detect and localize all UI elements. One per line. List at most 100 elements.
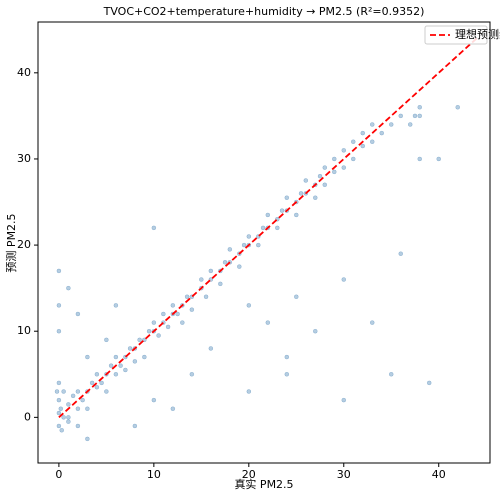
scatter-point (208, 268, 214, 274)
scatter-point (156, 333, 161, 338)
scatter-point (180, 320, 185, 325)
legend-box (424, 25, 488, 45)
scatter-point (56, 303, 62, 308)
scatter-point (94, 372, 100, 377)
y-axis-label: 预测 PM2.5 (5, 213, 18, 272)
scatter-point (341, 148, 347, 153)
scatter-point (85, 406, 90, 411)
y-tick-label: 0 (24, 410, 31, 423)
scatter-point (113, 372, 119, 377)
scatter-point (246, 389, 252, 394)
scatter-point (246, 303, 252, 308)
scatter-point (412, 113, 418, 119)
y-tick-label: 30 (17, 152, 31, 165)
x-axis-label: 真实 PM2.5 (234, 477, 293, 491)
scatter-point (313, 195, 318, 200)
scatter-point (104, 389, 109, 394)
scatter-point (161, 311, 166, 317)
scatter-point (151, 225, 157, 231)
scatter-point (75, 406, 81, 411)
scatter-point (56, 410, 62, 416)
scatter-point (218, 281, 223, 287)
scatter-point (417, 156, 422, 162)
scatter-point (56, 423, 62, 429)
scatter-point (388, 122, 394, 127)
scatter-point (417, 113, 422, 119)
x-tick-label: 0 (55, 468, 62, 481)
scatter-point (56, 268, 62, 274)
x-tick-label: 30 (337, 468, 351, 481)
scatter-point (332, 169, 337, 175)
scatter-point (317, 173, 323, 179)
scatter-point (127, 346, 133, 351)
scatter-point (265, 212, 271, 218)
scatter-point (61, 415, 66, 420)
scatter-point (113, 303, 119, 308)
y-tick-label: 20 (17, 238, 31, 251)
scatter-point (303, 178, 309, 183)
scatter-point (341, 165, 347, 170)
scatter-point (398, 251, 403, 256)
scatter-point (417, 105, 422, 110)
scatter-point (75, 423, 81, 429)
scatter-point (175, 311, 180, 317)
scatter-point (351, 156, 356, 162)
scatter-point (184, 294, 190, 300)
scatter-point (132, 423, 138, 429)
y-tick-label: 40 (17, 66, 31, 79)
scatter-point (256, 242, 261, 248)
scatter-point (104, 337, 109, 343)
x-tick-label: 10 (147, 468, 161, 481)
scatter-point (322, 182, 328, 188)
scatter-point (284, 195, 290, 200)
scatter-point (56, 328, 62, 334)
scatter-point (66, 415, 71, 420)
scatter-point (279, 208, 285, 213)
scatter-point (227, 247, 233, 252)
scatter-point (59, 428, 64, 433)
scatter-point (436, 156, 441, 162)
scatter-point (284, 354, 290, 360)
scatter-point (137, 337, 142, 343)
scatter-point (151, 397, 157, 403)
scatter-point (265, 320, 271, 325)
scatter-point (89, 380, 95, 386)
reference-line (58, 37, 478, 419)
scatter-point (370, 320, 375, 325)
scatter-point (370, 139, 375, 144)
scatter-point (407, 122, 413, 127)
scatter-point (170, 406, 176, 411)
scatter-point (341, 277, 347, 282)
scatter-point (388, 372, 394, 377)
scatter-point (118, 363, 123, 368)
scatter-point (132, 359, 138, 364)
scatter-point (294, 212, 299, 218)
scatter-point (360, 130, 366, 136)
scatter-point (379, 130, 384, 136)
scatter-point (275, 225, 280, 231)
scatter-point (151, 320, 157, 325)
scatter-point (108, 363, 114, 368)
scatter-point (294, 294, 299, 300)
scatter-point (237, 264, 242, 269)
scatter-point (332, 156, 337, 162)
scatter-point (284, 372, 290, 377)
scatter-point (142, 354, 147, 360)
x-tick-label: 20 (242, 468, 256, 481)
scatter-point (56, 397, 62, 403)
scatter-point (165, 324, 171, 330)
scatter-point (75, 311, 81, 317)
scatter-point (322, 165, 328, 170)
scatter-point (70, 393, 76, 399)
scatter-point (75, 389, 81, 394)
scatter-point (222, 260, 228, 265)
scatter-point (360, 143, 366, 149)
scatter-point (113, 354, 119, 360)
scatter-point (313, 328, 318, 334)
scatter-point (199, 277, 204, 282)
legend-label: 理想预测线 (455, 27, 500, 41)
scatter-point (189, 307, 195, 312)
scatter-point (298, 191, 304, 196)
scatter-point (66, 419, 71, 424)
